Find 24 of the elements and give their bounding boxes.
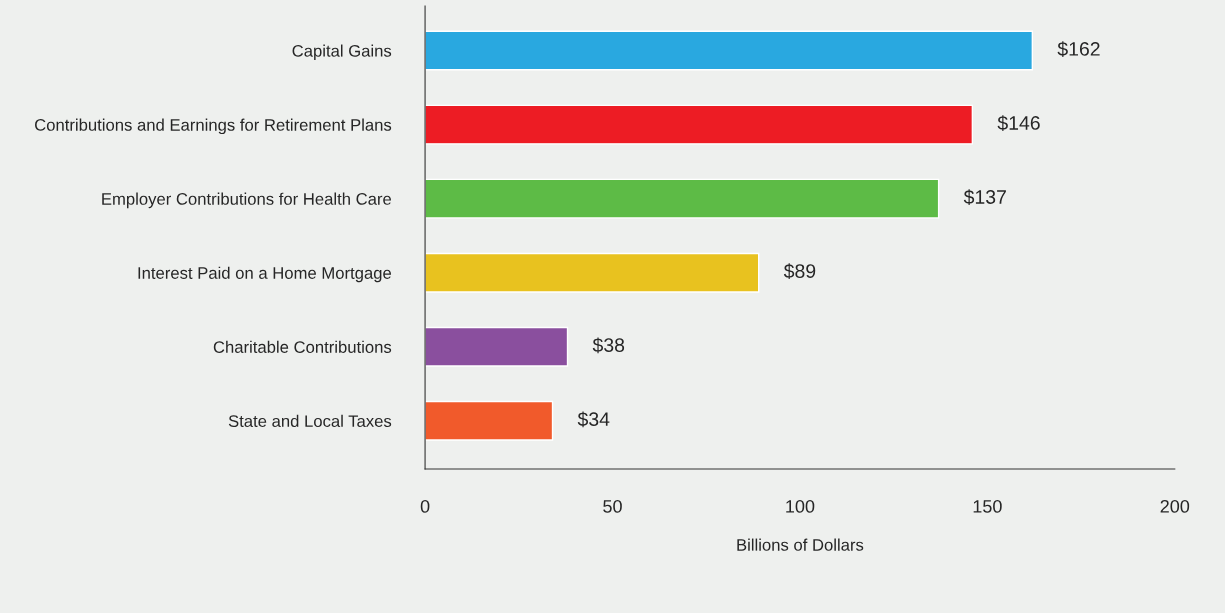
x-tick-label: 200: [1160, 499, 1190, 513]
x-tick-label: 100: [786, 499, 815, 513]
data-label: $89: [783, 263, 816, 280]
bar: [425, 326, 569, 367]
x-axis-title: Billions of Dollars: [737, 538, 864, 551]
data-label: $34: [577, 411, 610, 428]
data-label: $146: [997, 115, 1040, 131]
bar: [425, 252, 760, 293]
bar: [425, 30, 1034, 71]
data-label: $38: [592, 337, 625, 354]
y-tick-label: Contributions and Earnings for Retirement Plans: [35, 118, 392, 135]
y-tick-label: Interest Paid on a Home Mortgage: [138, 266, 392, 283]
data-label: $137: [963, 189, 1006, 206]
y-tick-label: Employer Contributions for Health Care: [102, 192, 392, 209]
y-tick-label: State and Local Taxes: [228, 414, 392, 428]
y-tick-label: Charitable Contributions: [213, 340, 392, 353]
y-tick-label: Capital Gains: [292, 44, 392, 61]
bar: [425, 104, 974, 145]
x-tick-label: 50: [603, 499, 622, 513]
bar: [425, 178, 940, 219]
data-label: $162: [1057, 41, 1100, 57]
x-tick-label: 150: [973, 499, 1002, 513]
bar: [425, 400, 554, 441]
x-tick-label: 0: [420, 499, 430, 513]
